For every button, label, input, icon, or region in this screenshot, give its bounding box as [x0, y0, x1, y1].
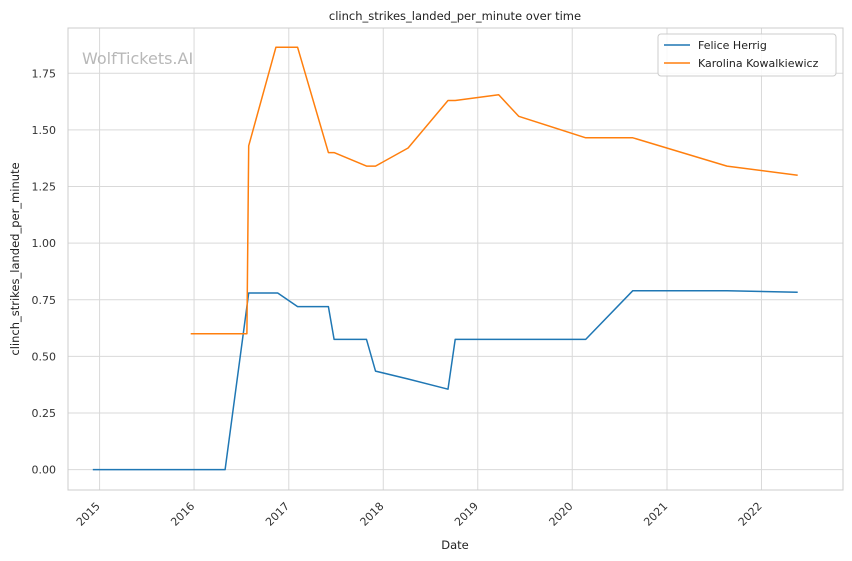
series-line-felice-herrig: [92, 289, 798, 471]
plot-frame: [67, 27, 844, 491]
legend-label-felice-herrig: Felice Herrig: [698, 39, 767, 52]
series-line-karolina-kowalkiewicz: [190, 46, 798, 335]
y-tick-label: 0.75: [32, 294, 57, 307]
legend-box: [657, 33, 837, 77]
y-tick-label: 0.00: [32, 464, 57, 477]
y-axis-label: clinch_strikes_landed_per_minute: [8, 162, 22, 355]
y-gridlines: [68, 72, 843, 471]
y-tick-labels: 0.00 0.25 0.50 0.75 1.00 1.25 1.50 1.75: [32, 67, 57, 476]
x-axis-label: Date: [441, 538, 469, 552]
series-layer: [92, 46, 798, 471]
y-tick-label: 1.00: [32, 237, 57, 250]
y-tick-label: 0.50: [32, 350, 57, 363]
y-tick-label: 1.25: [32, 181, 57, 194]
x-gridlines: [99, 28, 762, 490]
y-tick-label: 1.75: [32, 67, 57, 80]
chart-title: clinch_strikes_landed_per_minute over ti…: [329, 9, 581, 23]
legend-label-karolina-kowalkiewicz: Karolina Kowalkiewicz: [698, 57, 819, 70]
legend: Felice Herrig Karolina Kowalkiewicz: [657, 33, 837, 77]
y-tick-label: 1.50: [32, 124, 57, 137]
y-tick-label: 0.25: [32, 407, 57, 420]
watermark: WolfTickets.AI: [82, 49, 193, 68]
